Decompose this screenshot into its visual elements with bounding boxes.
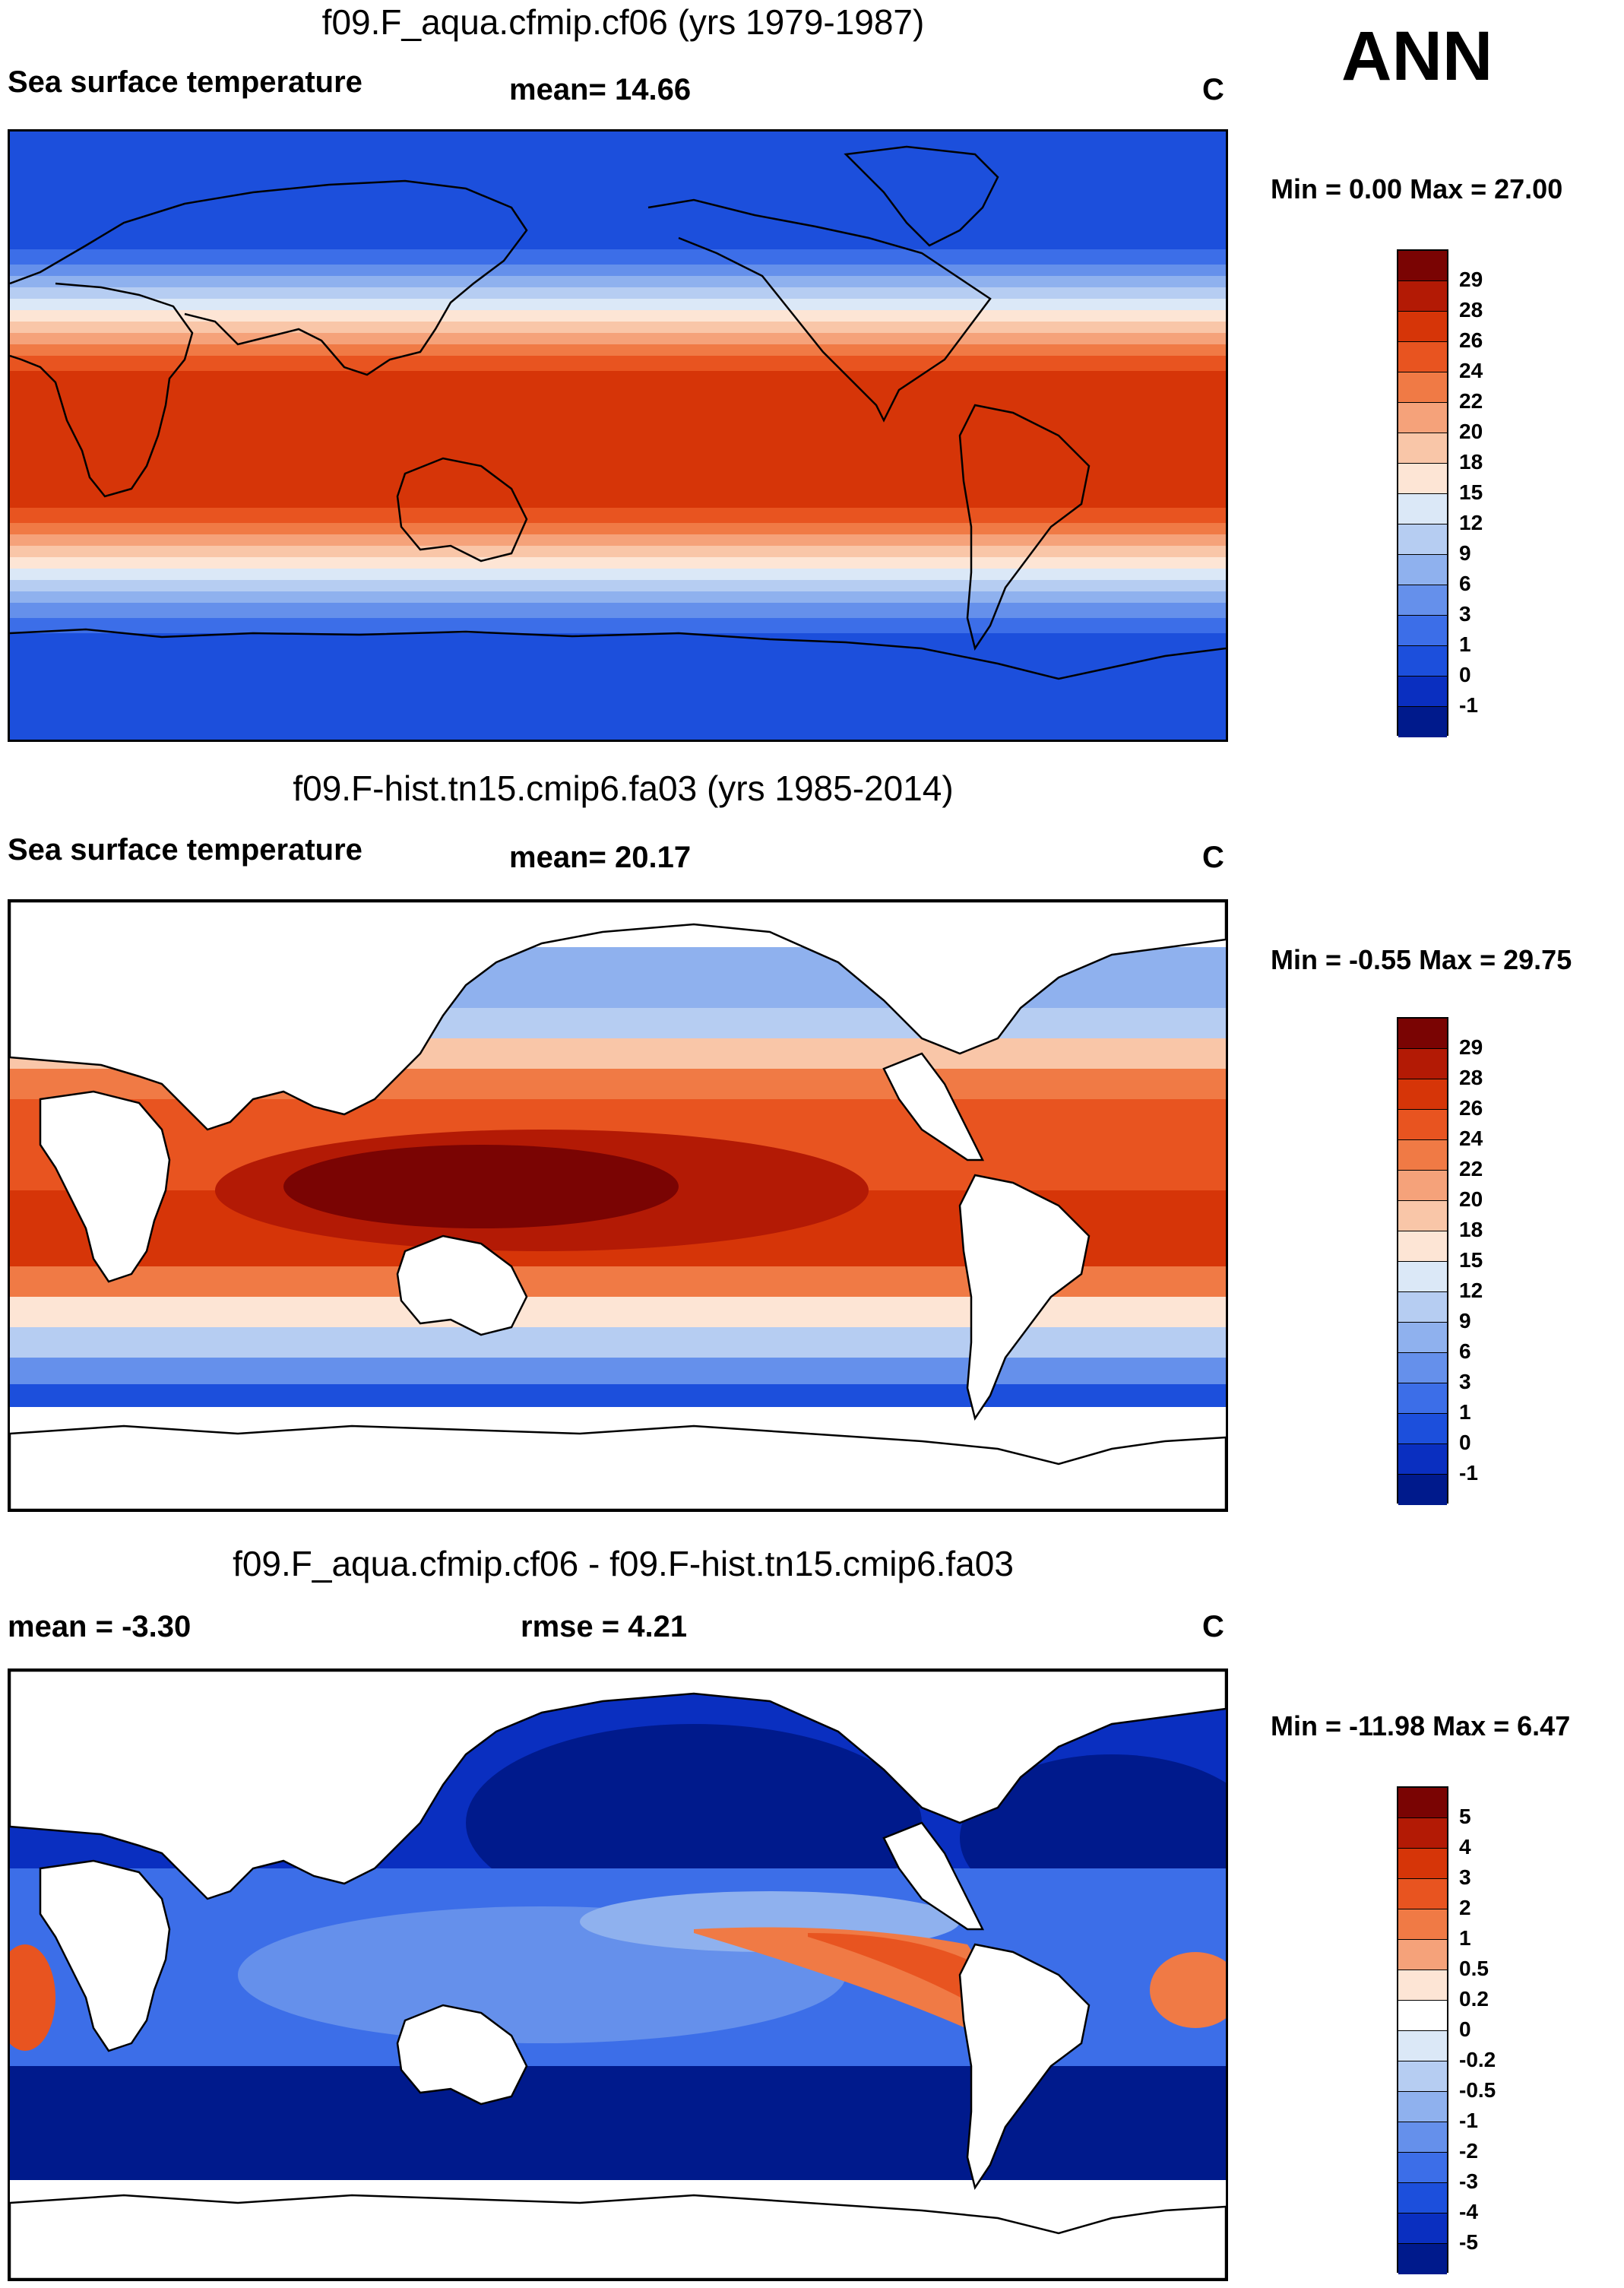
colorbar-tick: -1 xyxy=(1459,2109,1478,2132)
panel2-units: C xyxy=(1202,841,1224,874)
panel2-colorbar xyxy=(1397,1017,1448,1505)
colorbar-tick: 20 xyxy=(1459,420,1483,443)
panel1-minmax: Min = 0.00 Max = 27.00 xyxy=(1271,173,1563,204)
colorbar-tick: 3 xyxy=(1459,1865,1471,1889)
colorbar-tick: 22 xyxy=(1459,1157,1483,1180)
colorbar-tick: 28 xyxy=(1459,298,1483,322)
colorbar-tick: -5 xyxy=(1459,2230,1478,2254)
season-label: ANN xyxy=(1341,17,1493,95)
colorbar-tick: 1 xyxy=(1459,1400,1471,1424)
panel1-sst-field xyxy=(10,132,1226,740)
colorbar-tick: 12 xyxy=(1459,511,1483,534)
panel2-minmax: Min = -0.55 Max = 29.75 xyxy=(1271,944,1572,975)
colorbar-tick: 5 xyxy=(1459,1805,1471,1828)
panel3-map xyxy=(8,1668,1228,2281)
colorbar-tick: 26 xyxy=(1459,328,1483,352)
colorbar-tick: 18 xyxy=(1459,1218,1483,1241)
colorbar-tick: 24 xyxy=(1459,359,1483,382)
colorbar-tick: 28 xyxy=(1459,1066,1483,1089)
colorbar-tick: 29 xyxy=(1459,268,1483,291)
panel2-mean: mean= 20.17 xyxy=(509,841,692,874)
colorbar-tick: 9 xyxy=(1459,541,1471,565)
panel3-coastlines xyxy=(10,1671,1226,2279)
colorbar-tick: 0 xyxy=(1459,2017,1471,2041)
colorbar-tick: 1 xyxy=(1459,632,1471,656)
panel1-units: C xyxy=(1202,73,1224,106)
colorbar-tick: 3 xyxy=(1459,1370,1471,1393)
colorbar-tick: -3 xyxy=(1459,2169,1478,2193)
panel1-mean: mean= 14.66 xyxy=(509,73,692,106)
colorbar-tick: 12 xyxy=(1459,1279,1483,1302)
colorbar-tick: 1 xyxy=(1459,1926,1471,1950)
colorbar-tick: -2 xyxy=(1459,2139,1478,2163)
colorbar-tick: 0.2 xyxy=(1459,1987,1489,2011)
panel2-sst-field xyxy=(10,902,1226,1510)
colorbar-tick: 6 xyxy=(1459,1339,1471,1363)
colorbar-tick: -4 xyxy=(1459,2200,1478,2223)
colorbar-tick: 24 xyxy=(1459,1127,1483,1150)
panel3-units: C xyxy=(1202,1610,1224,1643)
panel3-rmse: rmse = 4.21 xyxy=(521,1610,688,1643)
colorbar-tick: 15 xyxy=(1459,480,1483,504)
colorbar-tick: 22 xyxy=(1459,389,1483,413)
colorbar-tick: 9 xyxy=(1459,1309,1471,1333)
panel2-coastlines xyxy=(10,902,1226,1510)
panel1-title: f09.F_aqua.cfmip.cf06 (yrs 1979-1987) xyxy=(321,2,925,42)
panel3-title: f09.F_aqua.cfmip.cf06 - f09.F-hist.tn15.… xyxy=(233,1544,1014,1583)
colorbar-tick: 20 xyxy=(1459,1187,1483,1211)
panel3-diff-field xyxy=(10,1671,1226,2279)
colorbar-tick: 15 xyxy=(1459,1248,1483,1272)
colorbar-tick: -0.2 xyxy=(1459,2048,1496,2071)
panel2-variable: Sea surface temperature xyxy=(8,833,362,867)
panel1-variable: Sea surface temperature xyxy=(8,65,362,99)
panel3-mean: mean = -3.30 xyxy=(8,1610,192,1643)
panel3-colorbar xyxy=(1397,1786,1448,2274)
panel1-map xyxy=(8,129,1228,742)
colorbar-tick: 3 xyxy=(1459,602,1471,626)
colorbar-tick: 6 xyxy=(1459,572,1471,595)
colorbar-tick: -1 xyxy=(1459,693,1478,717)
panel2-title: f09.F-hist.tn15.cmip6.fa03 (yrs 1985-201… xyxy=(293,768,954,808)
panel2-map xyxy=(8,899,1228,1512)
panel3-minmax: Min = -11.98 Max = 6.47 xyxy=(1271,1710,1571,1741)
colorbar-tick: 2 xyxy=(1459,1896,1471,1919)
colorbar-tick: -0.5 xyxy=(1459,2078,1496,2102)
panel1-colorbar xyxy=(1397,249,1448,737)
panel1-coastlines xyxy=(10,145,1226,680)
colorbar-tick: 0.5 xyxy=(1459,1957,1489,1980)
colorbar-tick: 26 xyxy=(1459,1096,1483,1120)
colorbar-tick: -1 xyxy=(1459,1461,1478,1485)
colorbar-tick: 18 xyxy=(1459,450,1483,474)
colorbar-tick: 4 xyxy=(1459,1835,1471,1859)
colorbar-tick: 0 xyxy=(1459,1431,1471,1454)
colorbar-tick: 29 xyxy=(1459,1035,1483,1059)
colorbar-tick: 0 xyxy=(1459,663,1471,686)
